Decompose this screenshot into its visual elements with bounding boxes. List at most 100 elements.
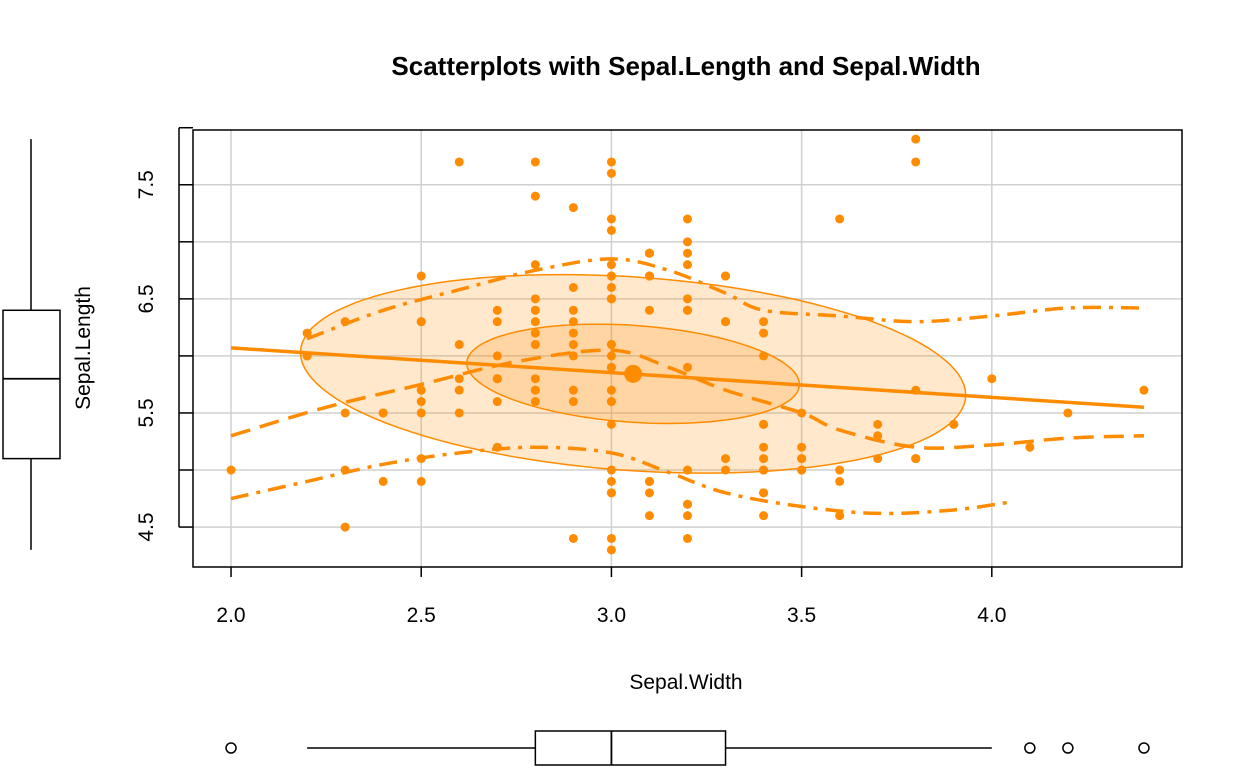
data-point: [911, 157, 921, 167]
data-point: [644, 248, 654, 258]
regression-line: [230, 346, 1145, 410]
data-point: [606, 545, 616, 555]
data-point: [492, 317, 502, 327]
data-point: [835, 214, 845, 224]
data-point: [530, 305, 540, 315]
chart-title: Scatterplots with Sepal.Length and Sepal…: [391, 51, 980, 81]
data-point: [759, 511, 769, 521]
data-point: [416, 317, 426, 327]
data-point: [721, 465, 731, 475]
data-point: [644, 488, 654, 498]
data-point: [606, 419, 616, 429]
data-point: [416, 385, 426, 395]
data-point: [530, 317, 540, 327]
data-point: [683, 260, 692, 270]
data-point: [606, 225, 616, 235]
data-point: [606, 488, 616, 498]
x-boxplot: [225, 730, 1150, 766]
data-point: [911, 454, 921, 464]
data-point: [721, 317, 731, 327]
data-point: [378, 476, 388, 486]
data-point: [873, 454, 883, 464]
scatter-points: [226, 134, 1149, 555]
data-point: [683, 362, 692, 372]
data-point: [683, 214, 692, 224]
data-point: [606, 397, 616, 407]
data-point: [606, 260, 616, 270]
data-point: [454, 385, 464, 395]
data-point: [530, 340, 540, 350]
x-axis-label: Sepal.Width: [629, 671, 742, 694]
x-tick-label: 4.0: [977, 604, 1006, 627]
data-point: [683, 294, 692, 304]
box-iqr: [2, 309, 61, 460]
data-point: [606, 362, 616, 372]
data-point: [873, 431, 883, 441]
data-point: [835, 465, 845, 475]
data-point: [530, 328, 540, 338]
data-point: [606, 476, 616, 486]
data-point: [530, 191, 540, 201]
data-point: [644, 511, 654, 521]
x-axis: 2.0 2.5 3.0 3.5 4.0: [216, 567, 1006, 627]
data-point: [606, 533, 616, 543]
data-point: [911, 134, 921, 144]
data-point: [835, 511, 845, 521]
data-point: [683, 533, 692, 543]
data-point: [606, 282, 616, 292]
data-point: [606, 168, 616, 178]
y-tick-label: 4.5: [135, 512, 158, 541]
data-point: [759, 317, 769, 327]
fit-lines: [230, 257, 1145, 516]
data-point: [340, 522, 350, 532]
data-point: [302, 328, 312, 338]
data-point: [568, 305, 578, 315]
data-point: [683, 499, 692, 509]
data-point: [606, 271, 616, 281]
data-point: [759, 454, 769, 464]
data-point: [759, 465, 769, 475]
y-axis: 4.5 5.5 6.5 7.5: [135, 126, 193, 542]
data-point: [568, 533, 578, 543]
data-point: [835, 476, 845, 486]
plot-frame: [192, 129, 1183, 568]
mean-point: [624, 364, 643, 383]
y-tick-label: 7.5: [135, 170, 158, 199]
data-point: [1063, 408, 1073, 418]
y-axis-label: Sepal.Length: [72, 286, 95, 410]
loess-lower-line: [230, 445, 1012, 516]
data-point: [416, 476, 426, 486]
data-point: [530, 294, 540, 304]
data-point: [606, 294, 616, 304]
data-point: [454, 374, 464, 384]
loess-center-line: [230, 348, 1145, 450]
y-tick-label: 5.5: [135, 398, 158, 427]
data-point: [492, 351, 502, 361]
x-tick-label: 2.5: [407, 604, 436, 627]
data-point: [721, 271, 731, 281]
data-point: [644, 271, 654, 281]
data-point: [454, 340, 464, 350]
data-point: [226, 465, 236, 475]
data-point: [1139, 385, 1149, 395]
data-point: [606, 351, 616, 361]
data-point: [568, 397, 578, 407]
data-point: [416, 271, 426, 281]
data-point: [416, 408, 426, 418]
outlier-point: [225, 742, 237, 754]
outlier-point: [1024, 742, 1036, 754]
data-point: [797, 465, 807, 475]
data-point: [530, 157, 540, 167]
data-point: [797, 454, 807, 464]
data-point: [683, 248, 692, 258]
data-point: [568, 282, 578, 292]
data-point: [683, 305, 692, 315]
data-point: [759, 351, 769, 361]
data-point: [492, 305, 502, 315]
data-point: [759, 488, 769, 498]
x-tick-label: 2.0: [216, 604, 245, 627]
x-tick-label: 3.0: [597, 604, 626, 627]
data-point: [606, 465, 616, 475]
data-point: [606, 340, 616, 350]
